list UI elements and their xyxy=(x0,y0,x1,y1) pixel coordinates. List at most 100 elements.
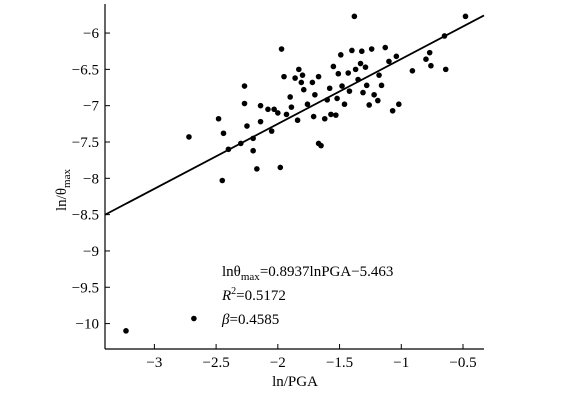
data-point xyxy=(389,107,396,114)
data-point xyxy=(283,111,290,118)
data-point xyxy=(277,164,284,171)
data-point xyxy=(393,53,400,60)
data-point xyxy=(219,177,226,184)
data-point xyxy=(352,66,359,73)
regression-line xyxy=(104,14,485,216)
data-point xyxy=(357,60,364,67)
y-tick-label: −6 xyxy=(83,26,99,42)
data-point xyxy=(341,101,348,108)
data-point xyxy=(326,85,333,92)
data-point xyxy=(360,89,366,96)
data-point xyxy=(315,73,322,80)
data-point xyxy=(363,82,370,89)
data-point xyxy=(368,46,375,52)
data-point xyxy=(337,52,344,58)
data-point xyxy=(358,48,365,55)
data-point xyxy=(241,100,248,107)
y-tick-label: −8 xyxy=(83,171,99,187)
beta-annotation: β=0.4585 xyxy=(221,312,279,328)
data-point xyxy=(375,97,381,104)
x-tick-label: −1.5 xyxy=(326,355,353,371)
data-point xyxy=(362,64,369,70)
data-point xyxy=(462,13,469,20)
x-axis-label: ln/PGA xyxy=(272,374,318,390)
data-point xyxy=(278,46,285,52)
data-point xyxy=(292,75,298,81)
data-point xyxy=(309,79,316,86)
y-tick-label: −10 xyxy=(76,317,99,333)
equation-main: lnθ xyxy=(222,264,241,280)
data-point xyxy=(351,13,358,20)
data-point xyxy=(191,315,197,322)
y-tick-label: −8.5 xyxy=(72,208,99,224)
data-point xyxy=(382,44,389,51)
data-point xyxy=(321,115,328,122)
data-point xyxy=(123,328,129,334)
r2-sup: 2 xyxy=(231,286,236,297)
x-ticks: −3 −2.5 −2 −1.5 −1 −0.5 xyxy=(146,344,477,371)
data-point xyxy=(328,111,334,118)
equation-annotation: lnθmax=0.8937lnPGA−5.463 xyxy=(222,264,393,283)
data-point xyxy=(441,33,448,39)
data-point xyxy=(220,130,227,137)
data-point xyxy=(378,82,385,89)
y-tick-label: −7 xyxy=(83,99,99,115)
data-point xyxy=(355,76,361,83)
x-tick-label: −2 xyxy=(270,355,286,371)
data-point xyxy=(310,113,317,120)
beta-rest: =0.4585 xyxy=(229,312,279,328)
data-point xyxy=(299,72,306,78)
data-point xyxy=(423,56,429,62)
data-point xyxy=(275,110,281,116)
data-point xyxy=(215,115,222,122)
data-point xyxy=(281,73,287,80)
data-point xyxy=(250,147,256,154)
data-point xyxy=(271,106,277,113)
data-point xyxy=(254,166,260,172)
y-axis-label-main: ln/θ xyxy=(54,188,70,211)
data-point xyxy=(318,142,324,149)
equation-sub: max xyxy=(241,271,260,283)
equation-rest: =0.8937lnPGA−5.463 xyxy=(260,264,394,280)
data-point xyxy=(409,68,416,74)
data-point xyxy=(333,112,339,118)
x-tick-label: −0.5 xyxy=(449,355,476,371)
y-tick-label: −9 xyxy=(83,244,99,260)
data-point xyxy=(257,118,264,125)
y-tick-label: −7.5 xyxy=(72,135,99,151)
data-point xyxy=(339,83,345,89)
data-point xyxy=(241,83,248,89)
y-tick-label: −9.5 xyxy=(72,280,99,296)
y-axis-label-sub: max xyxy=(61,169,73,188)
data-point xyxy=(396,101,402,108)
data-point xyxy=(288,104,295,110)
data-point xyxy=(330,63,337,70)
x-tick-label: −1 xyxy=(393,355,409,371)
data-point xyxy=(298,79,305,86)
data-point xyxy=(304,101,311,108)
data-point xyxy=(257,102,264,109)
data-point xyxy=(386,58,392,65)
y-tick-label: −6.5 xyxy=(72,62,99,78)
data-point xyxy=(346,88,353,94)
x-tick-label: −2.5 xyxy=(202,355,229,371)
r2-main: R xyxy=(221,288,231,304)
data-point xyxy=(265,106,271,113)
data-point xyxy=(428,62,434,69)
data-point xyxy=(294,117,301,124)
beta-main: β xyxy=(221,312,230,328)
data-point xyxy=(442,66,449,73)
x-tick-label: −3 xyxy=(146,355,162,371)
data-point xyxy=(300,86,307,93)
data-point xyxy=(237,140,244,147)
data-point xyxy=(312,91,318,98)
data-point xyxy=(250,135,256,142)
data-point xyxy=(334,95,340,102)
data-point xyxy=(287,94,293,100)
y-axis-label: ln/θmax xyxy=(54,169,73,211)
y-ticks: −6 −6.5 −7 −7.5 −8 −8.5 −9 −9.5 −10 xyxy=(72,26,110,333)
data-point xyxy=(366,102,372,108)
data-point xyxy=(371,91,377,98)
data-points xyxy=(123,13,469,334)
